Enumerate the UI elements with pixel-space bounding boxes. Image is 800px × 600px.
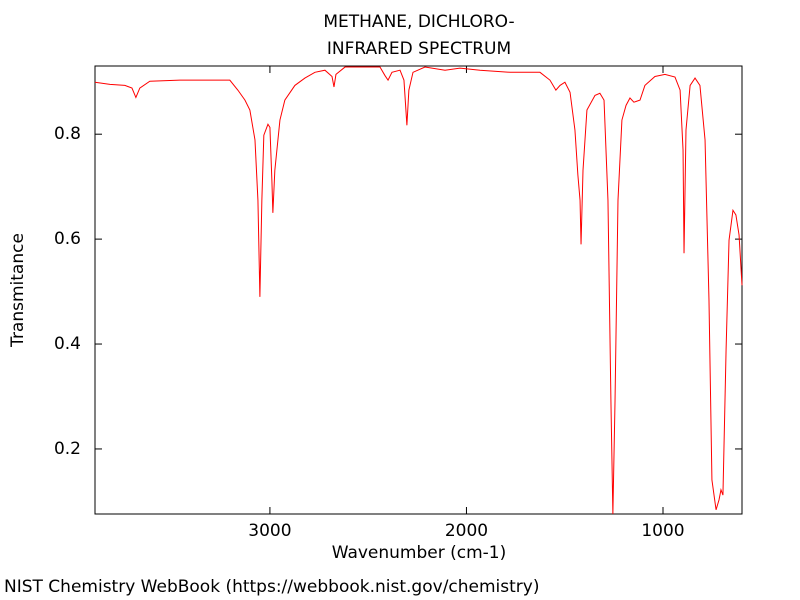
plot-frame [94,65,743,515]
y-axis-label: Transmitance [8,233,28,348]
source-note: NIST Chemistry WebBook (https://webbook.… [4,577,539,597]
x-tick-label: 1000 [641,521,684,541]
x-axis-label: Wavenumber (cm-1) [332,543,507,563]
chart-title: METHANE, DICHLORO- [323,12,514,32]
y-tick-label: 0.4 [54,334,81,354]
y-tick-label: 0.2 [54,439,81,459]
x-tick-label: 3000 [248,521,291,541]
chart-subtitle: INFRARED SPECTRUM [327,39,511,59]
x-tick-label: 2000 [445,521,488,541]
y-tick-label: 0.8 [54,124,81,144]
y-tick-label: 0.6 [54,229,81,249]
spectrum-line [94,66,743,515]
